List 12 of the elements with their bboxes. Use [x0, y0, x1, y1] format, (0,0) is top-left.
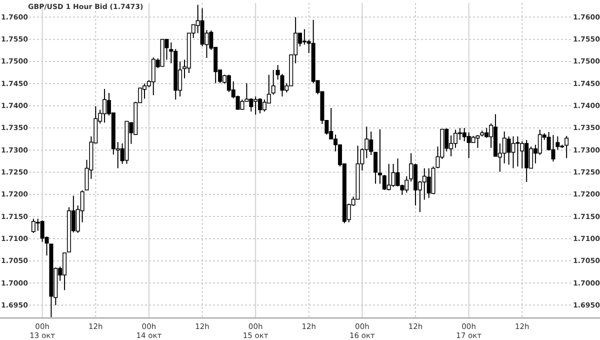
candlestick — [551, 134, 556, 162]
candlestick — [506, 136, 511, 166]
candlestick — [476, 134, 480, 148]
candlestick — [396, 158, 400, 187]
candlestick — [378, 128, 382, 184]
candlestick — [271, 69, 276, 96]
candlestick — [374, 152, 378, 184]
candlestick — [391, 163, 396, 188]
candlestick — [240, 99, 244, 110]
candlestick — [511, 136, 516, 169]
candlestick — [564, 135, 569, 159]
candlestick — [556, 136, 560, 150]
